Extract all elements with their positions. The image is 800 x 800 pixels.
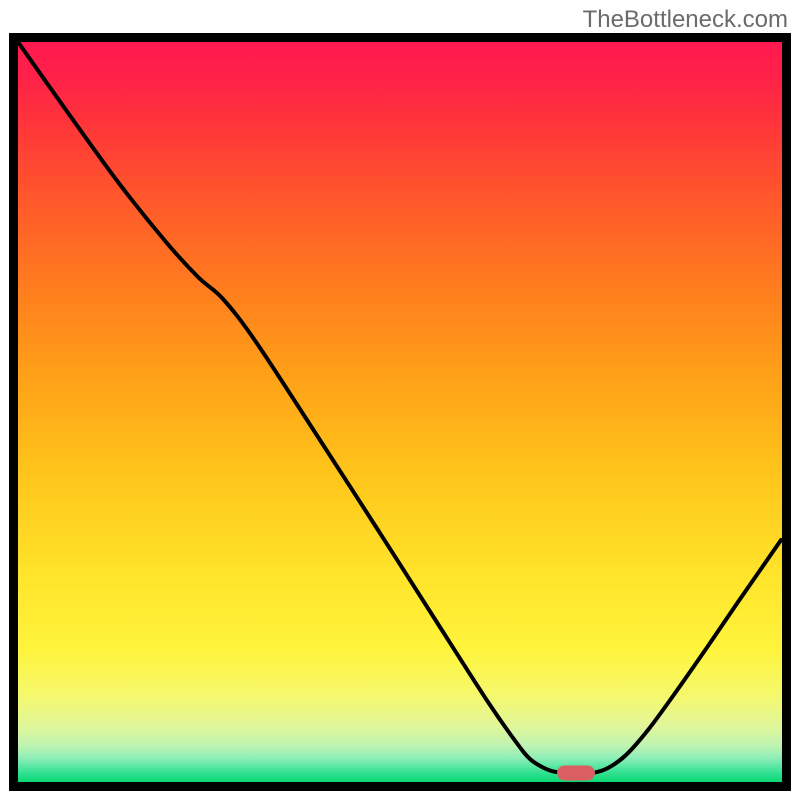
chart-marker	[557, 766, 595, 781]
chart-frame	[9, 33, 791, 791]
chart-svg	[18, 42, 782, 782]
chart-background	[18, 42, 782, 782]
watermark-text: TheBottleneck.com	[583, 6, 788, 34]
